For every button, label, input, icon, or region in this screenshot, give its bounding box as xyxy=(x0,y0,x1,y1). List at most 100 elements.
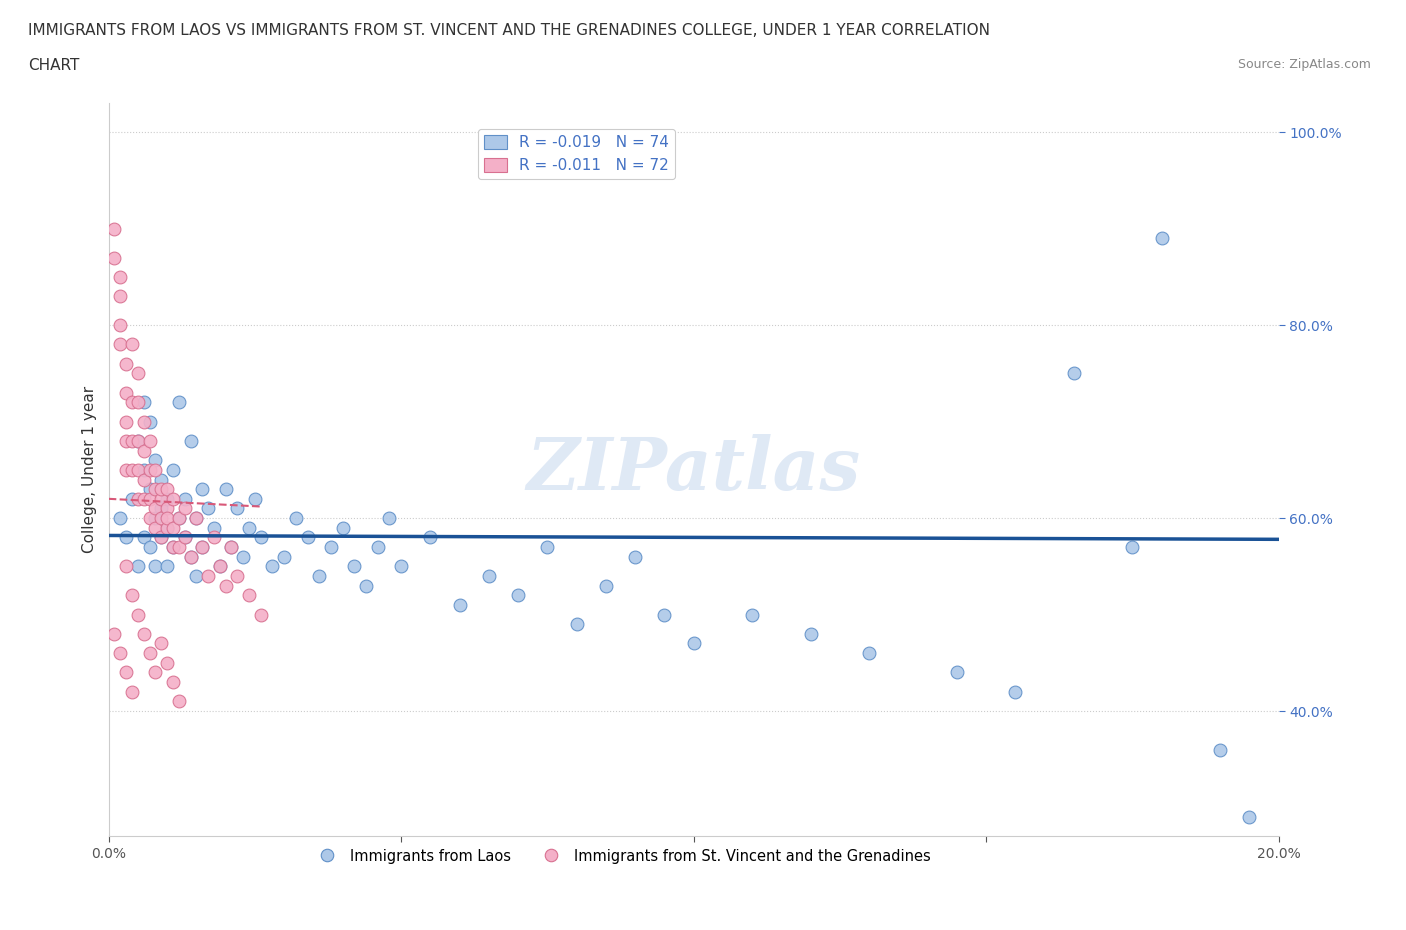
Point xyxy=(145,501,167,516)
Point xyxy=(103,221,125,236)
Point xyxy=(654,607,676,622)
Point xyxy=(145,453,167,468)
Point xyxy=(1239,810,1261,825)
Point xyxy=(389,559,412,574)
Point xyxy=(162,539,184,554)
Point xyxy=(284,511,307,525)
Point xyxy=(186,511,208,525)
Point xyxy=(167,395,190,410)
Point xyxy=(173,491,195,506)
Point xyxy=(156,559,179,574)
Point xyxy=(127,366,149,381)
Point xyxy=(202,520,225,535)
Point xyxy=(127,395,149,410)
Point xyxy=(191,482,214,497)
Y-axis label: College, Under 1 year: College, Under 1 year xyxy=(83,386,97,553)
Point xyxy=(1063,366,1085,381)
Point xyxy=(145,520,167,535)
Point xyxy=(162,674,184,689)
Point xyxy=(179,433,201,448)
Point xyxy=(156,511,179,525)
Point xyxy=(138,645,160,660)
Point xyxy=(167,511,190,525)
Point xyxy=(167,511,190,525)
Point xyxy=(162,491,184,506)
Point xyxy=(115,414,138,429)
Point xyxy=(145,511,167,525)
Point xyxy=(249,607,271,622)
Point xyxy=(156,491,179,506)
Point xyxy=(208,559,231,574)
Point xyxy=(121,337,143,352)
Point xyxy=(150,530,173,545)
Point xyxy=(121,395,143,410)
Point xyxy=(150,501,173,516)
Point xyxy=(132,491,155,506)
Point xyxy=(214,578,236,593)
Point xyxy=(115,433,138,448)
Point xyxy=(132,530,155,545)
Point xyxy=(156,520,179,535)
Point xyxy=(208,559,231,574)
Point xyxy=(103,250,125,265)
Point xyxy=(624,550,647,565)
Legend: Immigrants from Laos, Immigrants from St. Vincent and the Grenadines: Immigrants from Laos, Immigrants from St… xyxy=(311,843,936,870)
Point xyxy=(127,607,149,622)
Point xyxy=(132,472,155,487)
Point xyxy=(354,578,377,593)
Point xyxy=(179,550,201,565)
Point xyxy=(1121,539,1143,554)
Point xyxy=(115,665,138,680)
Point xyxy=(127,491,149,506)
Point xyxy=(145,559,167,574)
Point xyxy=(682,636,704,651)
Point xyxy=(110,318,132,333)
Point xyxy=(110,337,132,352)
Point xyxy=(226,501,249,516)
Point xyxy=(127,433,149,448)
Point xyxy=(138,539,160,554)
Point xyxy=(343,559,366,574)
Point xyxy=(115,356,138,371)
Text: Source: ZipAtlas.com: Source: ZipAtlas.com xyxy=(1237,58,1371,71)
Point xyxy=(110,289,132,304)
Point xyxy=(173,530,195,545)
Point xyxy=(110,511,132,525)
Point xyxy=(156,520,179,535)
Point xyxy=(1150,231,1173,246)
Point xyxy=(191,539,214,554)
Point xyxy=(308,568,330,583)
Point xyxy=(110,645,132,660)
Point xyxy=(121,433,143,448)
Point xyxy=(103,627,125,642)
Point xyxy=(150,530,173,545)
Point xyxy=(150,482,173,497)
Point xyxy=(110,270,132,285)
Point xyxy=(741,607,763,622)
Point xyxy=(221,539,243,554)
Point xyxy=(138,462,160,477)
Point xyxy=(243,491,266,506)
Point xyxy=(156,482,179,497)
Point xyxy=(162,462,184,477)
Point xyxy=(232,550,254,565)
Point xyxy=(138,511,160,525)
Point xyxy=(419,530,441,545)
Point xyxy=(121,588,143,603)
Point xyxy=(249,530,271,545)
Point xyxy=(273,550,295,565)
Point xyxy=(221,539,243,554)
Point xyxy=(262,559,284,574)
Point xyxy=(127,559,149,574)
Point xyxy=(127,433,149,448)
Point xyxy=(162,520,184,535)
Point xyxy=(565,617,588,631)
Point xyxy=(156,501,179,516)
Point xyxy=(132,444,155,458)
Point xyxy=(167,694,190,709)
Point xyxy=(121,491,143,506)
Point xyxy=(179,550,201,565)
Point xyxy=(226,568,249,583)
Point xyxy=(150,472,173,487)
Point xyxy=(536,539,558,554)
